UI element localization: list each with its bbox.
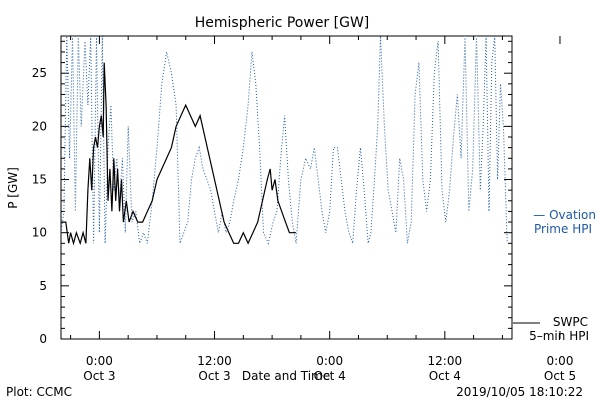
legend-ovation-line2: Prime HPI — [534, 222, 592, 236]
plot-frame — [60, 35, 513, 340]
x-tick-date-label: Oct 5 — [544, 369, 576, 383]
series-layer — [61, 36, 508, 246]
y-tick-label: 20 — [32, 119, 47, 133]
y-tick-label: 0 — [39, 332, 47, 346]
plot-credit: Plot: CCMC — [6, 385, 72, 399]
x-tick-time-label: 0:00 — [86, 354, 113, 368]
x-tick-time-label: 0:00 — [547, 354, 574, 368]
series-line-ovation-prime-hpi — [61, 36, 508, 245]
x-tick-date-label: Oct 3 — [83, 369, 115, 383]
legend-ovation-line1: — Ovation — [533, 208, 596, 222]
y-tick-label: 15 — [32, 173, 47, 187]
y-axis: 0 5 10 15 20 25 — [32, 40, 512, 346]
x-tick-time-label: 12:00 — [197, 354, 232, 368]
series-line-swpc-5-min-hpi — [61, 62, 297, 246]
legend-swpc-line1: SWPC — [553, 315, 588, 329]
x-tick-time-label: 0:00 — [316, 354, 343, 368]
legend: — Ovation Prime HPI SWPC 5–min HPI — [513, 208, 596, 343]
y-tick-label: 5 — [39, 279, 47, 293]
timestamp: 2019/10/05 18:10:22 — [456, 385, 583, 399]
legend-swpc-line2: 5–min HPI — [529, 329, 589, 343]
y-tick-label: 10 — [32, 226, 47, 240]
y-tick-label: 25 — [32, 66, 47, 80]
x-tick-date-label: Oct 3 — [198, 369, 230, 383]
chart-title: Hemispheric Power [GW] — [195, 15, 370, 31]
x-tick-date-label: Oct 4 — [314, 369, 346, 383]
x-tick-time-label: 12:00 — [428, 354, 463, 368]
x-tick-date-label: Oct 4 — [429, 369, 461, 383]
y-axis-label: P [GW] — [6, 167, 20, 209]
x-axis-label: Date and Time — [242, 369, 330, 383]
